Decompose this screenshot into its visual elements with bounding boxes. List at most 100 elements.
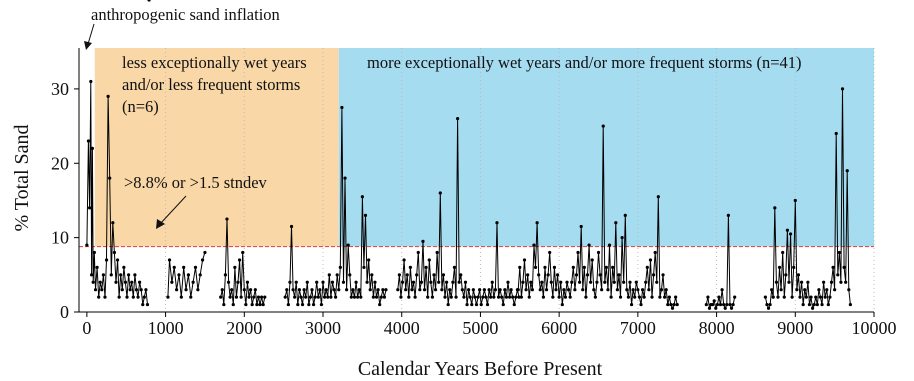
data-point: [834, 131, 838, 136]
data-point: [715, 302, 719, 307]
data-point: [548, 250, 552, 255]
data-point: [557, 295, 561, 299]
data-point: [820, 302, 824, 307]
data-point: [256, 295, 261, 299]
data-point: [473, 295, 477, 299]
data-point: [809, 295, 813, 299]
data-point: [125, 295, 129, 299]
data-point: [718, 302, 723, 307]
data-point: [468, 295, 472, 299]
data-point: [782, 295, 786, 299]
data-point: [607, 243, 612, 247]
data-point: [422, 288, 427, 292]
data-point: [714, 306, 718, 310]
data-point: [471, 288, 475, 292]
data-point: [106, 94, 110, 98]
data-point: [648, 258, 653, 262]
data-point: [636, 288, 640, 292]
data-point: [456, 117, 460, 121]
data-point: [429, 280, 433, 284]
data-point: [637, 295, 642, 299]
data-point: [170, 280, 174, 284]
data-point: [196, 288, 200, 292]
data-point: [175, 288, 179, 292]
data-point: [222, 302, 226, 307]
data-point: [655, 280, 659, 284]
data-point: [405, 273, 409, 277]
data-point: [812, 302, 816, 307]
data-point: [537, 273, 541, 277]
data-point: [590, 258, 594, 262]
data-point: [604, 265, 608, 269]
data-point: [430, 295, 435, 299]
data-point: [457, 280, 461, 284]
data-point: [615, 288, 619, 292]
data-point: [244, 302, 248, 307]
data-point: [359, 295, 363, 299]
data-point: [230, 288, 234, 292]
data-point: [138, 280, 142, 284]
data-point: [147, 0, 151, 2]
data-point: [326, 295, 330, 299]
data-point: [670, 306, 675, 310]
data-point: [368, 288, 372, 292]
data-point: [443, 295, 447, 299]
data-point: [807, 302, 812, 307]
data-point: [310, 288, 314, 292]
data-point: [370, 273, 374, 277]
data-point: [400, 280, 405, 284]
data-point: [828, 295, 832, 299]
data-point: [815, 302, 819, 307]
data-point: [581, 288, 585, 292]
data-point: [487, 288, 491, 292]
data-point: [322, 295, 327, 299]
data-point: [300, 302, 305, 307]
data-point: [792, 265, 796, 269]
data-point: [296, 302, 300, 307]
data-point: [172, 265, 176, 269]
data-point: [766, 306, 771, 310]
data-point: [378, 302, 382, 307]
data-point: [785, 228, 790, 232]
data-point: [647, 288, 651, 292]
data-point: [817, 288, 821, 292]
data-point: [421, 239, 425, 243]
data-point: [337, 288, 341, 292]
data-point: [311, 302, 316, 307]
data-point: [840, 87, 845, 91]
data-point: [248, 288, 253, 292]
data-point: [86, 139, 91, 143]
data-point: [253, 288, 257, 292]
data-point: [330, 280, 335, 284]
data-point: [559, 280, 563, 284]
data-point: [144, 288, 148, 292]
data-point: [111, 221, 115, 225]
x-axis-label: Calendar Years Before Present: [358, 358, 603, 380]
data-point: [88, 206, 92, 210]
data-point: [203, 250, 207, 255]
data-point: [349, 295, 353, 299]
data-point: [345, 288, 349, 292]
data-point: [492, 295, 496, 299]
data-point: [189, 295, 193, 299]
data-point: [659, 288, 664, 292]
data-point: [315, 280, 319, 284]
data-point: [650, 295, 654, 299]
data-point: [167, 258, 172, 262]
data-point: [620, 236, 624, 240]
x-tick-label: 3000: [305, 318, 341, 338]
data-point: [360, 195, 364, 199]
data-point: [126, 273, 131, 277]
data-point: [818, 295, 823, 299]
data-point: [847, 288, 851, 292]
data-point: [327, 273, 331, 277]
data-point: [285, 288, 289, 292]
data-point: [672, 302, 676, 307]
data-point: [634, 280, 638, 284]
data-point: [133, 273, 137, 277]
y-tick-label: 30: [51, 79, 69, 99]
data-point: [729, 306, 734, 310]
data-point: [374, 295, 379, 299]
data-point: [343, 176, 347, 180]
data-point: [346, 243, 350, 247]
